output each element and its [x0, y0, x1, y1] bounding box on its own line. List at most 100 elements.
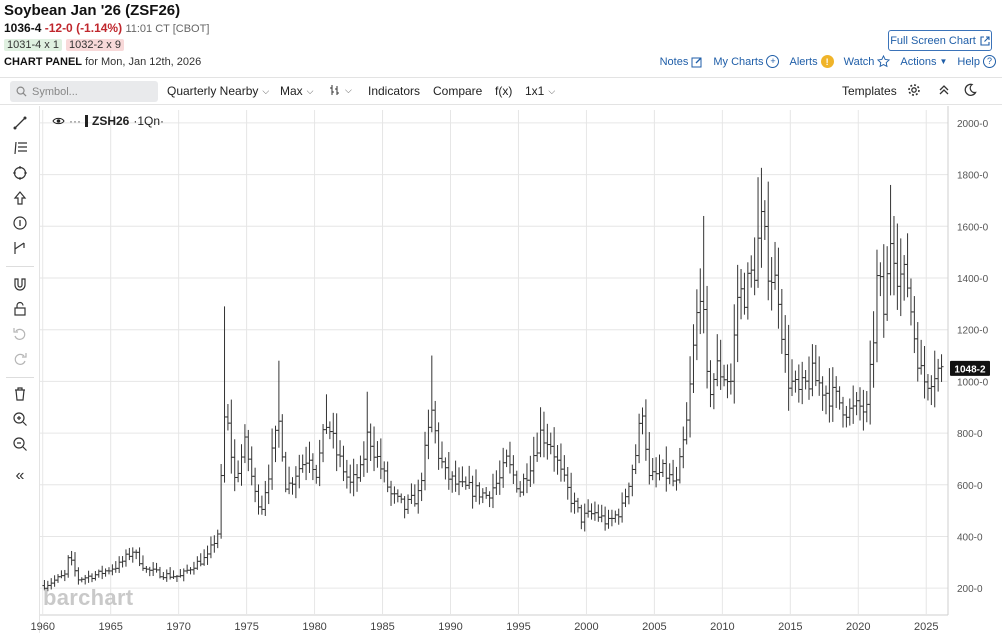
watch-link[interactable]: Watch — [844, 55, 891, 68]
period-select[interactable]: Quarterly Nearby ⌵ — [167, 84, 269, 98]
zoom-out-button[interactable] — [8, 433, 32, 455]
ohlc-bar — [113, 561, 118, 573]
y-tick-label: 1200-0 — [957, 326, 989, 337]
x-tick-label: 1960 — [30, 621, 54, 633]
ohlc-bar — [640, 407, 645, 435]
ohlc-bar — [225, 404, 230, 431]
ohlc-bar — [919, 339, 924, 375]
ohlc-bar — [623, 488, 628, 508]
ohlc-bar — [73, 552, 78, 577]
caret-down-icon: ▼ — [939, 57, 948, 66]
line-tool-button[interactable] — [8, 112, 32, 134]
toolbar-divider — [6, 377, 34, 378]
shape-tool-button[interactable] — [8, 162, 32, 184]
arrow-tool-button[interactable] — [8, 187, 32, 209]
magnet-button[interactable] — [8, 273, 32, 295]
more-options-icon[interactable]: ··· — [69, 114, 81, 128]
full-screen-button[interactable]: Full Screen Chart — [888, 30, 992, 51]
ohlc-bar — [392, 486, 397, 504]
chart-legend[interactable]: ··· ZSH26 ·1Qn· — [52, 114, 164, 128]
ohlc-bar — [290, 477, 295, 495]
ohlc-bar — [643, 399, 648, 461]
ohlc-bar — [470, 475, 475, 509]
ohlc-bar — [861, 389, 866, 431]
alerts-label: Alerts — [789, 55, 818, 68]
ohlc-bar — [562, 455, 567, 482]
indicators-button[interactable]: Indicators — [368, 84, 421, 98]
ohlc-bar — [406, 494, 411, 514]
ohlc-bar — [256, 484, 261, 515]
chart-toolbar: Symbol... Quarterly Nearby ⌵ Max ⌵ ⌵ Indic… — [0, 77, 1002, 105]
fib-tool-button[interactable] — [8, 137, 32, 159]
ohlc-bar — [79, 577, 84, 583]
circle-shape-icon — [13, 166, 27, 180]
annotation-tool-button[interactable] — [8, 212, 32, 234]
alerts-link[interactable]: Alerts! — [789, 55, 834, 68]
ohlc-bar — [592, 501, 597, 521]
ohlc-bar — [878, 262, 883, 297]
help-link[interactable]: Help? — [957, 55, 996, 68]
ohlc-bar — [440, 441, 445, 469]
notes-label: Notes — [659, 55, 689, 68]
ohlc-bar — [895, 223, 900, 310]
eye-icon[interactable] — [52, 116, 65, 126]
ask-badge: 1032-2 x 9 — [65, 39, 124, 51]
my-charts-link[interactable]: My Charts + — [713, 55, 780, 68]
redo-button[interactable] — [8, 348, 32, 370]
measure-tool-button[interactable] — [8, 237, 32, 259]
ohlc-bar — [276, 360, 281, 448]
ohlc-bar — [208, 536, 213, 559]
chevron-up-icon — [939, 85, 949, 95]
y-tick-label: 1600-0 — [957, 222, 989, 233]
chevron-down-icon: ⌵ — [262, 85, 270, 96]
ohlc-bar — [467, 465, 472, 490]
collapse-sidebar-button[interactable]: « — [8, 465, 32, 487]
ohlc-bar — [62, 569, 67, 582]
collapse-button[interactable] — [938, 83, 950, 97]
theme-toggle[interactable] — [963, 83, 977, 97]
watch-label: Watch — [843, 55, 875, 68]
ohlc-bar — [667, 463, 672, 485]
x-tick-label: 1965 — [98, 621, 122, 633]
templates-button[interactable]: Templates — [842, 84, 897, 98]
x-tick-label: 2015 — [778, 621, 802, 633]
ohlc-bar — [657, 454, 662, 481]
price-chart[interactable]: 200-0 400-0 600-0 800-0 1000-0 1200-0 1400-0 16… — [0, 106, 1002, 633]
ohlc-bar — [436, 422, 441, 470]
y-tick-label: 1000-0 — [957, 377, 989, 388]
ohlc-bar — [426, 409, 431, 460]
ohlc-bar — [596, 504, 601, 522]
delete-drawings-button[interactable] — [8, 383, 32, 405]
ohlc-bar — [732, 304, 737, 404]
undo-button[interactable] — [8, 323, 32, 345]
ohlc-bar — [688, 356, 693, 438]
symbol-search[interactable]: Symbol... — [10, 81, 158, 102]
settings-button[interactable] — [907, 83, 921, 97]
search-input[interactable]: Symbol... — [32, 85, 78, 98]
lock-button[interactable] — [8, 298, 32, 320]
fx-button[interactable]: f(x) — [495, 84, 513, 98]
ohlc-bar — [840, 396, 845, 428]
ohlc-bar — [232, 439, 237, 492]
y-tick-label: 800-0 — [957, 429, 983, 440]
notes-link[interactable]: Notes — [660, 56, 704, 68]
range-select[interactable]: Max ⌵ — [280, 84, 314, 98]
ohlc-bar — [89, 573, 94, 583]
ohlc-bar — [83, 574, 88, 585]
ohlc-bar — [504, 449, 509, 468]
ohlc-bar — [263, 480, 268, 516]
zoom-in-button[interactable] — [8, 408, 32, 430]
actions-menu[interactable]: Actions ▼ — [900, 56, 947, 68]
ohlc-bar — [93, 570, 98, 581]
ohlc-bar — [888, 184, 893, 296]
ohlc-bar — [881, 244, 886, 338]
ohlc-bar — [423, 431, 428, 491]
layout-select[interactable]: 1x1 ⌵ — [525, 84, 555, 98]
plus-circle-icon: + — [766, 55, 780, 68]
ohlc-bar — [433, 400, 438, 444]
ohlc-bar — [694, 289, 699, 361]
bar-type-select[interactable]: ⌵ — [329, 84, 352, 96]
x-tick-label: 1995 — [506, 621, 530, 633]
compare-button[interactable]: Compare — [433, 84, 483, 98]
ohlc-bar — [86, 570, 91, 583]
